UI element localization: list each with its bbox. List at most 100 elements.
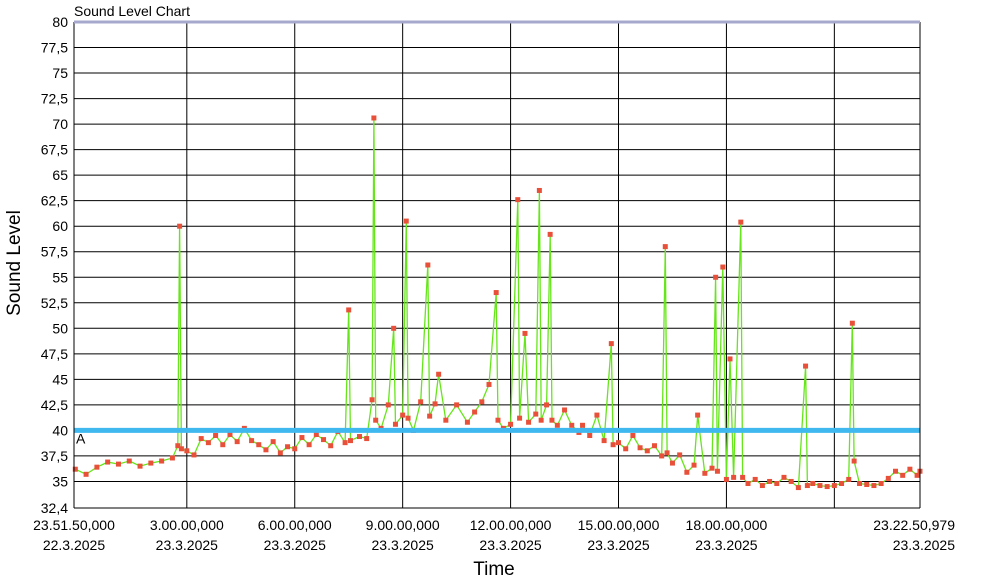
data-point <box>817 483 823 489</box>
x-tick-time: 15.00.00,000 <box>578 517 660 533</box>
data-point <box>373 417 379 423</box>
data-point <box>831 483 837 489</box>
data-point <box>684 469 690 475</box>
data-point <box>493 290 499 296</box>
data-point <box>346 307 352 313</box>
data-point <box>256 442 262 448</box>
y-tick-label: 37,5 <box>41 448 68 464</box>
threshold-label: A <box>76 430 86 446</box>
data-point <box>526 419 532 425</box>
data-point <box>299 435 305 441</box>
data-point <box>594 412 600 418</box>
data-point <box>608 341 614 347</box>
y-tick-label: 75 <box>52 65 68 81</box>
data-point <box>159 458 165 464</box>
data-point <box>425 262 431 268</box>
x-tick-date: 23.3.2025 <box>372 537 434 553</box>
y-tick-label: 52,5 <box>41 295 68 311</box>
data-point <box>616 440 622 446</box>
data-point <box>522 330 528 336</box>
data-point <box>824 484 830 490</box>
data-point <box>515 197 521 203</box>
data-point <box>554 422 560 428</box>
data-point <box>651 443 657 449</box>
data-point <box>198 436 204 442</box>
data-point <box>738 219 744 225</box>
data-point <box>249 438 255 444</box>
data-point <box>714 468 720 474</box>
data-point <box>547 231 553 237</box>
data-point <box>356 434 362 440</box>
y-tick-label: 40 <box>52 422 68 438</box>
data-point <box>83 471 89 477</box>
data-point <box>348 438 354 444</box>
data-point <box>213 433 219 439</box>
data-point <box>720 264 726 270</box>
tick-labels: 80 77,5 75 72,5 70 67,5 65 62,5 60 57,5 55 52,5 50 47… <box>33 14 955 553</box>
data-point <box>285 444 291 450</box>
x-tick-time: 23.22.50,979 <box>873 517 955 533</box>
y-tick-label: 70 <box>52 116 68 132</box>
data-point <box>804 483 810 489</box>
data-point <box>427 413 433 419</box>
data-point <box>713 274 719 280</box>
data-point <box>443 417 449 423</box>
data-point <box>788 478 794 484</box>
data-point <box>148 460 154 466</box>
data-point <box>292 446 298 452</box>
y-tick-label: 80 <box>52 14 68 30</box>
data-point <box>544 402 550 408</box>
data-point <box>907 466 913 472</box>
data-point <box>662 244 668 250</box>
data-point <box>234 439 240 445</box>
y-tick-label: 67,5 <box>41 142 68 158</box>
data-point <box>774 480 780 486</box>
data-point <box>115 461 121 467</box>
data-point <box>313 431 319 437</box>
data-point <box>495 417 501 423</box>
data-point <box>669 460 675 466</box>
data-point <box>767 478 773 484</box>
data-point <box>759 483 765 489</box>
data-point <box>849 320 855 326</box>
data-point <box>105 459 111 465</box>
data-point <box>400 412 406 418</box>
x-tick-date: 23.3.2025 <box>893 537 955 553</box>
data-point <box>781 474 787 480</box>
axes <box>73 20 921 509</box>
data-point <box>263 447 269 453</box>
data-point <box>702 470 708 476</box>
x-axis-title: Time <box>473 559 515 580</box>
data-point <box>486 381 492 387</box>
x-tick-date: 23.3.2025 <box>695 537 757 553</box>
data-point <box>321 437 327 443</box>
data-point <box>392 421 398 427</box>
data-point <box>227 431 233 437</box>
data-point <box>464 419 470 425</box>
data-point <box>857 480 863 486</box>
x-tick-date: 23.3.2025 <box>264 537 326 553</box>
y-tick-label: 35 <box>52 473 68 489</box>
x-tick-date: 23.3.2025 <box>587 537 649 553</box>
data-point <box>601 438 607 444</box>
data-point <box>137 463 143 469</box>
data-point <box>270 439 276 445</box>
data-point <box>178 446 184 452</box>
data-point <box>900 472 906 478</box>
data-point <box>851 458 857 464</box>
chart-title: Sound Level Chart <box>74 3 190 19</box>
data-point <box>727 356 733 362</box>
data-point <box>839 480 845 486</box>
data-point <box>864 482 870 488</box>
data-point <box>533 411 539 417</box>
x-tick-time: 9.00.00,000 <box>366 517 440 533</box>
data-point <box>691 462 697 468</box>
data-point <box>177 223 183 229</box>
data-point <box>569 422 575 428</box>
data-point <box>549 417 555 423</box>
data-point <box>479 399 485 405</box>
data-point <box>630 433 636 439</box>
y-tick-label: 60 <box>52 218 68 234</box>
y-tick-label: 47,5 <box>41 346 68 362</box>
